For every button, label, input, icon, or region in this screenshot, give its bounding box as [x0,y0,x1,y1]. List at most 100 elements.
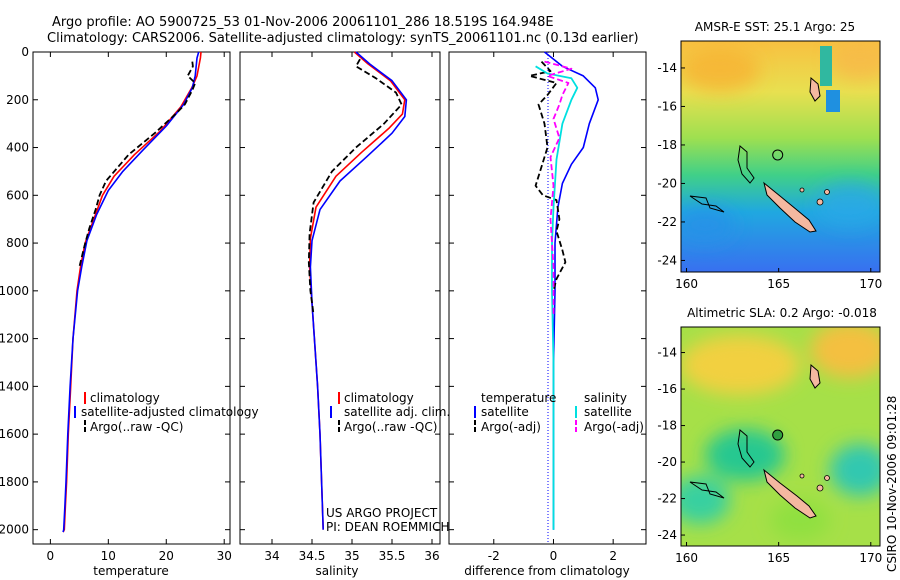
series-line-sal_satellite [535,65,579,530]
map-y-tick-label: -14 [657,61,677,75]
sla-map-frame [680,326,881,547]
reef-outline [737,429,755,468]
small-island [816,198,824,206]
legend-sal-satellite-label: satellite [584,405,632,419]
sla-float-marker-layer [772,429,784,441]
temperature-legend: climatology satellite-adjusted climatolo… [74,391,259,434]
x-tick-label: -2 [488,549,500,563]
map-y-tick-label: -18 [657,419,677,433]
y-tick-label: 800 [6,236,29,250]
map-y-tick-label: -20 [657,176,677,190]
salinity-xlabel: salinity [315,564,358,578]
salinity-series [307,51,408,530]
argo-float-marker [772,429,784,441]
sla-high-blotch [681,335,800,395]
map-y-tick-label: -20 [657,455,677,469]
x-tick-label: 10 [101,549,116,563]
legend-climatology-label: climatology [90,391,160,405]
x-tick-label: 35.5 [379,549,406,563]
pi-credit: PI: DEAN ROEMMICH [326,520,449,534]
series-line-argo [78,61,197,268]
temperature-axis-ticks: 0 10 20 30 0 200 400 600 800 1000 1200 1400 1600 1800… [0,45,232,563]
sla-coastline [689,363,830,519]
difference-legend: temperature salinity satellite Argo(-adj… [474,391,644,434]
temperature-xlabel: temperature [93,564,168,578]
map-y-tick-label: -18 [657,138,677,152]
y-tick-label: 600 [6,188,29,202]
sst-coastline [689,76,830,233]
series-line-satellite [309,51,408,530]
map-y-tick-label: -24 [657,253,677,267]
sst-float-marker-layer [772,149,784,161]
series-line-satellite [544,51,599,530]
y-tick-label: 1800 [0,475,29,489]
small-island [824,189,830,195]
x-tick-label: 34.5 [299,549,326,563]
vanuatu-island [809,76,821,102]
map-y-tick-label: -16 [657,382,677,396]
x-tick-label: 20 [159,549,174,563]
series-line-argo [528,60,567,292]
legend-sal-argo-label: Argo(-adj) [584,420,644,434]
salinity-profile-panel: 34 34.5 35 35.5 36 salinity climatology sate… [239,51,450,578]
salinity-legend: climatology satellite adj. clim. Argo(..… [330,391,450,434]
series-line-sal_argo [544,60,573,315]
reef-outline [689,481,725,499]
sst-warm-blotch [830,41,880,80]
legend-argo-label: Argo(..raw -QC) [344,420,437,434]
series-line-argo [307,58,403,315]
y-tick-label: 200 [6,93,29,107]
map-y-tick-label: -24 [657,528,677,542]
map-x-tick-label: 170 [859,277,882,291]
map-y-tick-label: -16 [657,99,677,113]
legend-temperature-title: temperature [481,391,556,405]
map-y-tick-label: -22 [657,492,677,506]
sst-map-ticks: 160 165 170 -14 -16 -18 -20 -22 -24 [657,61,882,291]
sla-mid-blotch [770,500,830,540]
reef-outline [737,145,755,184]
sla-low-blotch [681,476,730,524]
map-x-tick-label: 165 [767,277,790,291]
sla-low-blotch [830,444,880,496]
y-tick-label: 1200 [0,332,29,346]
sla-high-blotch [810,327,880,378]
salinity-axis-ticks: 34 34.5 35 35.5 36 [240,51,440,563]
x-tick-label: 2 [609,549,617,563]
y-tick-label: 400 [6,141,29,155]
small-island [824,475,830,481]
sst-map-panel: AMSR-E SST: 25.1 Argo: 25 160 165 170 -14 -1… [657,20,882,291]
sst-pixel-block [826,90,840,112]
new-caledonia-island [763,181,817,233]
small-island [816,484,824,492]
series-line-climatology [62,51,202,533]
reef-outline [689,195,725,213]
small-island [799,187,805,193]
series-line-satellite [62,51,200,533]
figure-title-line1: Argo profile: AO 5900725_53 01-Nov-2006 … [52,15,554,30]
legend-climatology-label: climatology [344,391,414,405]
x-tick-label: 36 [424,549,439,563]
x-tick-label: 30 [217,549,232,563]
map-y-tick-label: -22 [657,215,677,229]
map-x-tick-label: 160 [675,277,698,291]
sst-anomaly-blotches [681,41,880,243]
difference-series [528,51,599,530]
x-tick-label: 0 [47,549,55,563]
x-tick-label: 34 [264,549,279,563]
series-line-climatology [308,51,406,530]
sst-field [681,41,880,272]
sst-cool-blotch [681,207,735,243]
map-x-tick-label: 165 [767,551,790,565]
sst-map-title: AMSR-E SST: 25.1 Argo: 25 [695,20,855,34]
map-y-tick-label: -14 [657,346,677,360]
map-x-tick-label: 160 [675,551,698,565]
project-credit: US ARGO PROJECT [326,506,438,520]
vanuatu-island [809,363,821,389]
sla-low-blotch [705,429,785,481]
y-tick-label: 1000 [0,284,29,298]
map-x-tick-label: 170 [859,551,882,565]
x-tick-label: 35 [344,549,359,563]
sla-map-title: Altimetric SLA: 0.2 Argo: -0.018 [687,306,877,320]
y-tick-label: 1600 [0,427,29,441]
